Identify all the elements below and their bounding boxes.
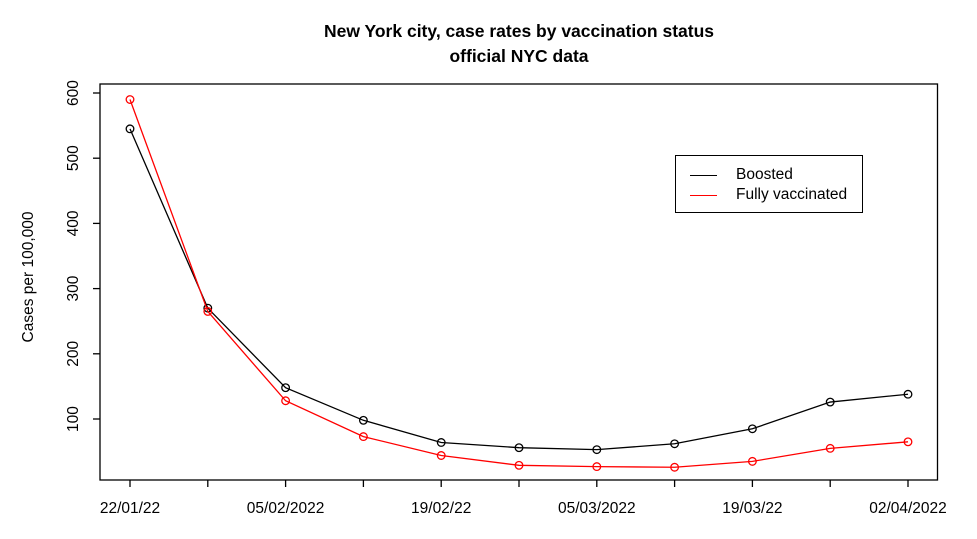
legend-label-boosted: Boosted	[736, 166, 793, 183]
y-tick-label: 600	[65, 80, 82, 106]
data-point-fully-vaccinated	[825, 443, 835, 453]
chart-subtitle: official NYC data	[449, 46, 589, 66]
data-point-boosted	[125, 124, 135, 134]
legend-line-sample-boosted	[690, 174, 717, 176]
y-tick-label: 100	[65, 406, 82, 432]
series-line-boosted	[129, 128, 909, 451]
data-point-boosted	[903, 389, 913, 399]
x-tick-label: 05/02/2022	[247, 500, 325, 517]
legend-item-boosted: Boosted	[690, 165, 862, 185]
data-point-fully-vaccinated	[592, 462, 602, 472]
data-point-boosted	[670, 439, 680, 449]
y-tick-label: 300	[65, 275, 82, 301]
data-point-fully-vaccinated	[125, 95, 135, 104]
x-tick-label: 22/01/22	[100, 500, 160, 517]
data-point-boosted	[592, 445, 602, 455]
y-tick-label: 500	[65, 145, 82, 171]
plot-frame	[99, 83, 939, 481]
data-point-fully-vaccinated	[514, 460, 524, 470]
x-tick-label: 19/02/22	[411, 500, 471, 517]
chart-title: New York city, case rates by vaccination…	[323, 21, 715, 41]
data-point-fully-vaccinated	[903, 437, 913, 447]
data-point-fully-vaccinated	[358, 432, 368, 442]
x-tick-label: 19/03/22	[722, 500, 782, 517]
series-line-fully-vaccinated	[129, 99, 909, 468]
legend-item-fully-vaccinated: Fully vaccinated	[690, 185, 862, 205]
data-point-boosted	[514, 443, 524, 453]
legend-box: Boosted Fully vaccinated	[675, 155, 863, 213]
data-point-fully-vaccinated	[436, 451, 446, 460]
x-tick-label: 05/03/2022	[558, 500, 636, 517]
data-point-boosted	[358, 415, 368, 425]
data-point-fully-vaccinated	[747, 456, 757, 466]
legend-label-fully-vaccinated: Fully vaccinated	[736, 186, 848, 203]
chart-title-block: New York city, case rates by vaccination…	[100, 19, 938, 69]
data-point-boosted	[281, 383, 291, 393]
y-tick-label: 400	[65, 210, 82, 236]
data-point-fully-vaccinated	[670, 462, 680, 472]
x-tick-label: 02/04/2022	[869, 500, 947, 517]
legend-line-sample-fully-vaccinated	[690, 194, 717, 196]
data-point-fully-vaccinated	[203, 306, 213, 316]
data-point-boosted	[825, 397, 835, 407]
y-tick-label: 200	[65, 340, 82, 366]
data-point-boosted	[747, 424, 757, 434]
data-point-boosted	[436, 438, 446, 447]
data-point-fully-vaccinated	[281, 396, 291, 406]
